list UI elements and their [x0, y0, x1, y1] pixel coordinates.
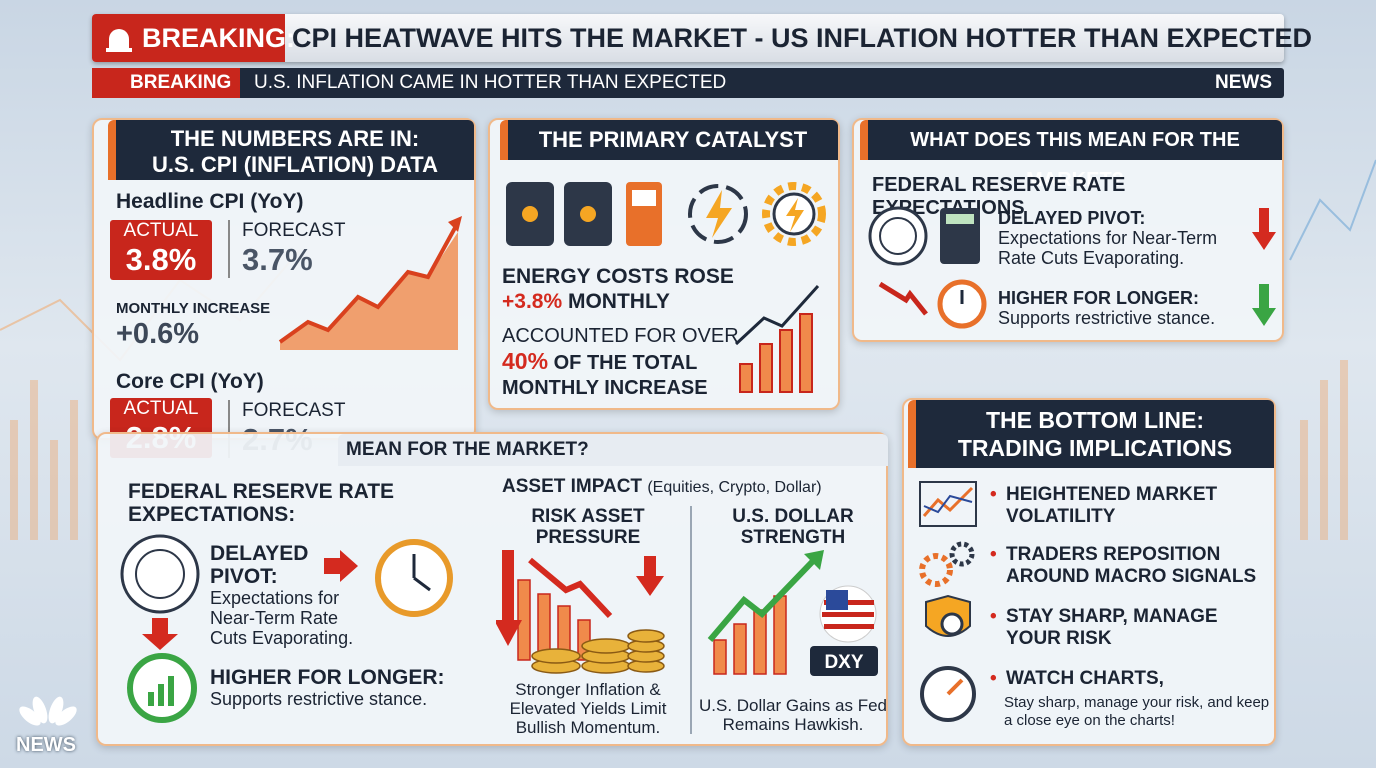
- market-icons: [868, 206, 987, 329]
- fed-longer: HIGHER FOR LONGER: Supports restrictive …: [210, 666, 480, 709]
- share-of: OF THE TOTAL: [553, 352, 698, 374]
- market-longer: HIGHER FOR LONGER: Supports restrictive …: [998, 288, 1248, 328]
- pivot-text: Expectations for Near-Term Rate Cuts Eva…: [998, 228, 1218, 268]
- energy-value: +3.8%: [502, 290, 563, 313]
- headline-actual-box: ACTUAL 3.8%: [110, 220, 212, 280]
- footer-brand: NEWS: [16, 734, 76, 756]
- numbers-title: THE NUMBERS ARE IN: U.S. CPI (INFLATION)…: [108, 120, 474, 180]
- bullet: • WATCH CHARTS,: [990, 668, 1164, 689]
- share-end: MONTHLY INCREASE: [502, 377, 708, 399]
- asset-title-main: ASSET IMPACT: [502, 476, 643, 497]
- divider: [690, 506, 692, 734]
- siren-icon: [106, 29, 132, 52]
- longer-title: HIGHER FOR LONGER:: [210, 666, 445, 689]
- numbers-panel: THE NUMBERS ARE IN: U.S. CPI (INFLATION)…: [92, 118, 476, 458]
- longer-title: HIGHER FOR LONGER:: [998, 288, 1199, 308]
- bullet: • TRADERS REPOSITION AROUND MACRO SIGNALS: [990, 544, 1257, 587]
- bottom-line-panel: THE BOTTOM LINE: TRADING IMPLICATIONS • H…: [902, 398, 1276, 746]
- bottom-line-title-line: TRADING IMPLICATIONS: [957, 435, 1233, 461]
- actual-value: 3.8%: [125, 242, 197, 277]
- ticker-text: U.S. INFLATION CAME IN HOTTER THAN EXPEC…: [254, 72, 727, 93]
- monthly-value: +0.6%: [116, 318, 200, 350]
- ticker-brand: NEWS: [1215, 72, 1272, 93]
- energy-chart-icon: [734, 284, 820, 393]
- share-value-line: 40% OF THE TOTAL: [502, 349, 739, 376]
- bullet-text: HEIGHTENED MARKET VOLATILITY: [1006, 484, 1218, 527]
- energy-period: MONTHLY: [567, 290, 670, 313]
- forecast-label: FORECAST: [242, 400, 346, 421]
- numbers-title-line: THE NUMBERS ARE IN:: [170, 126, 420, 151]
- share-value: 40%: [502, 348, 549, 374]
- fed-pivot: DELAYED PIVOT: Expectations for Near-Ter…: [210, 542, 370, 648]
- bullet-text: STAY SHARP, MANAGE YOUR RISK: [1006, 606, 1218, 649]
- forecast-label: FORECAST: [242, 220, 346, 241]
- headline-chart-icon: [278, 216, 462, 350]
- down-arrow-green: [1252, 284, 1276, 326]
- down-arrow-red: [1252, 208, 1276, 250]
- headline-label: Headline CPI (YoY): [116, 190, 304, 213]
- catalyst-title: THE PRIMARY CATALYST: [500, 120, 838, 160]
- actual-label: ACTUAL: [123, 398, 199, 419]
- dxy-label: DXY: [824, 652, 864, 673]
- bullet-text: WATCH CHARTS,: [1006, 668, 1164, 689]
- closing-note: Stay sharp, manage your risk, and keep a…: [1004, 694, 1270, 729]
- monthly-label: MONTHLY INCREASE: [116, 300, 271, 317]
- bottom-line-title-line: THE BOTTOM LINE:: [985, 407, 1205, 433]
- header-tag: BREAKING:: [92, 14, 295, 62]
- pivot-title: DELAYED PIVOT:: [998, 208, 1146, 228]
- dollar-title: U.S. DOLLAR STRENGTH: [732, 506, 854, 548]
- dollar-text: U.S. Dollar Gains as Fed Remains Hawkish…: [698, 696, 887, 734]
- forecast-value: 3.7%: [242, 242, 313, 277]
- market-panel: WHAT DOES THIS MEAN FOR THE MARKET? FEDE…: [852, 118, 1284, 342]
- longer-text: Supports restrictive stance.: [210, 689, 428, 709]
- longer-text: Supports restrictive stance.: [998, 308, 1216, 328]
- peacock-logo: [19, 696, 77, 726]
- bullet-items: • HEIGHTENED MARKET VOLATILITY • TRADERS R…: [990, 484, 1270, 690]
- risk-title: RISK ASSET PRESSURE: [531, 506, 645, 548]
- energy-text: ENERGY COSTS ROSE +3.8% MONTHLY: [502, 264, 734, 314]
- dollar-chart-icon: [707, 550, 878, 676]
- impact-panel: MEAN FOR THE MARKET? FEDERAL RESERVE RAT…: [96, 432, 888, 746]
- catalyst-panel: THE PRIMARY CATALYST ENERGY COSTS ROSE +…: [488, 118, 840, 410]
- bottom-line-icons: [919, 481, 977, 722]
- share-line: ACCOUNTED FOR OVER: [502, 325, 739, 347]
- energy-line: ENERGY COSTS ROSE: [502, 265, 734, 288]
- risk-chart-icon: [496, 550, 665, 674]
- impact-tab: MEAN FOR THE MARKET?: [338, 434, 888, 466]
- risk-text: Stronger Inflation & Elevated Yields Lim…: [509, 680, 667, 737]
- core-label: Core CPI (YoY): [116, 370, 264, 393]
- fed-icons: [120, 534, 453, 723]
- market-pivot: DELAYED PIVOT: Expectations for Near-Ter…: [998, 208, 1248, 268]
- market-title: WHAT DOES THIS MEAN FOR THE MARKET?: [860, 120, 1282, 191]
- asset-title: ASSET IMPACT (Equities, Crypto, Dollar): [502, 476, 822, 498]
- fed-title: FEDERAL RESERVE RATE EXPECTATIONS:: [128, 480, 395, 526]
- ticker-tag: BREAKING: [92, 68, 240, 98]
- ticker-bar: BREAKING U.S. INFLATION CAME IN HOTTER T…: [92, 68, 1284, 98]
- pivot-text: Expectations for Near-Term Rate Cuts Eva…: [210, 588, 354, 648]
- numbers-title-line: U.S. CPI (INFLATION) DATA: [152, 152, 438, 177]
- pivot-title: DELAYED PIVOT:: [210, 542, 309, 588]
- header-bar: BREAKING: CPI HEATWAVE HITS THE MARKET -…: [92, 14, 1312, 62]
- energy-change: +3.8% MONTHLY: [502, 289, 734, 314]
- bullet-text: TRADERS REPOSITION AROUND MACRO SIGNALS: [1006, 544, 1257, 587]
- bullet: • HEIGHTENED MARKET VOLATILITY: [990, 484, 1218, 527]
- asset-title-note: (Equities, Crypto, Dollar): [647, 479, 822, 496]
- bullet: • STAY SHARP, MANAGE YOUR RISK: [990, 606, 1218, 649]
- actual-label: ACTUAL: [123, 220, 199, 241]
- share-text: ACCOUNTED FOR OVER 40% OF THE TOTAL MONT…: [502, 324, 739, 401]
- header-title: CPI HEATWAVE HITS THE MARKET - US INFLAT…: [292, 23, 1313, 53]
- headline-forecast: FORECAST 3.7%: [228, 220, 345, 278]
- energy-icons: [506, 182, 826, 246]
- bottom-line-title: THE BOTTOM LINE: TRADING IMPLICATIONS: [908, 400, 1274, 468]
